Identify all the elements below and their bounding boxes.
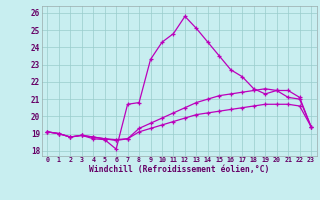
X-axis label: Windchill (Refroidissement éolien,°C): Windchill (Refroidissement éolien,°C) <box>89 165 269 174</box>
